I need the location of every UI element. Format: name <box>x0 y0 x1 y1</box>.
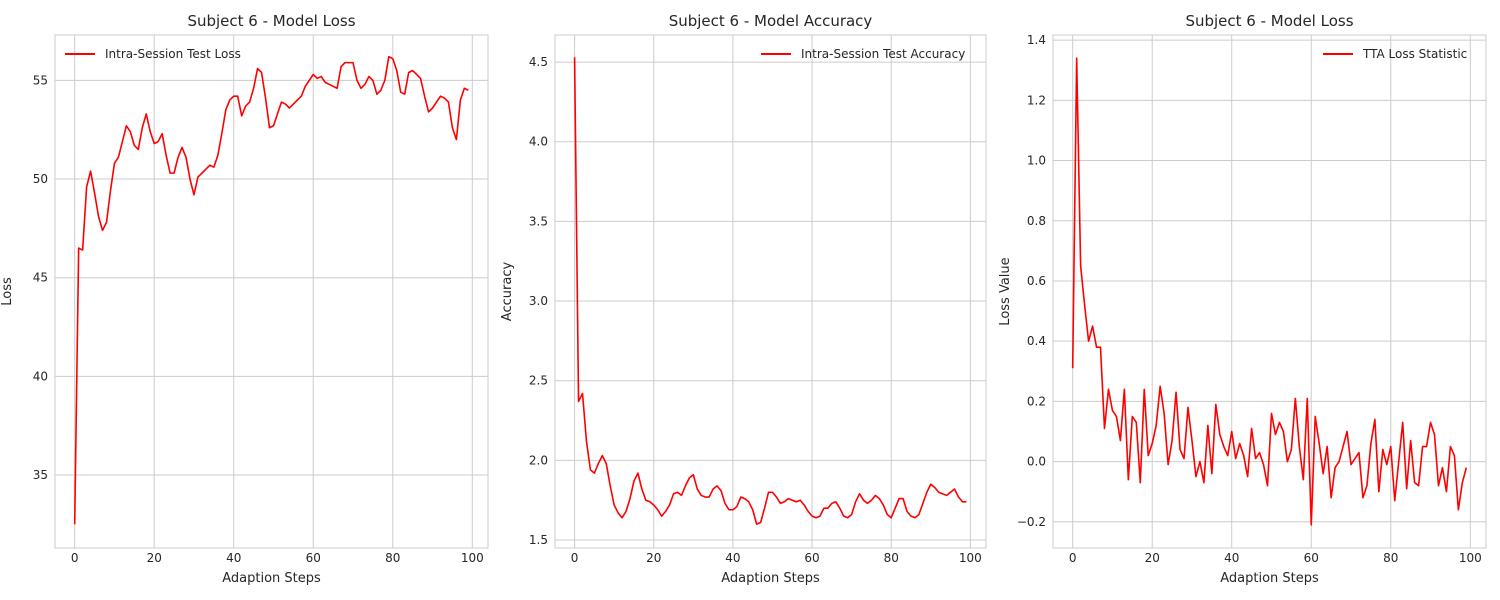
y-tick-label: 3.0 <box>529 294 548 308</box>
x-tick-label: 80 <box>1383 551 1398 565</box>
x-tick-label: 40 <box>1224 551 1239 565</box>
x-tick-label: 40 <box>226 551 241 565</box>
plot-frame <box>1052 34 1487 549</box>
plot-frame <box>554 34 987 549</box>
series-line <box>73 55 469 525</box>
y-tick-label: 1.5 <box>529 533 548 547</box>
x-tick-label: 0 <box>71 551 79 565</box>
x-tick-label: 0 <box>571 551 579 565</box>
y-tick-label: 0.4 <box>1027 334 1046 348</box>
x-axis-label: Adaption Steps <box>721 571 820 586</box>
y-axis-label: Loss Value <box>998 257 1013 325</box>
y-tick-label: 40 <box>33 369 48 383</box>
series-line <box>1071 57 1468 526</box>
y-axis-label: Accuracy <box>500 262 515 322</box>
y-tick-label: 50 <box>33 172 48 186</box>
x-tick-label: 20 <box>1145 551 1160 565</box>
x-tick-label: 80 <box>385 551 400 565</box>
y-tick-label: 1.0 <box>1027 154 1046 168</box>
x-axis-label: Adaption Steps <box>222 571 321 586</box>
y-tick-label: 55 <box>33 73 48 87</box>
y-tick-label: 4.0 <box>529 135 548 149</box>
y-tick-label: 2.0 <box>529 453 548 467</box>
subplot-model-loss: 0 20 40 60 80 100 35 40 45 50 55 Subject 6 - Model … <box>0 12 489 586</box>
x-tick-label: 100 <box>1459 551 1482 565</box>
x-tick-label: 60 <box>804 551 819 565</box>
y-tick-label: 35 <box>33 468 48 482</box>
x-tick-label: 20 <box>646 551 661 565</box>
chart-title: Subject 6 - Model Loss <box>1185 12 1353 30</box>
chart-title: Subject 6 - Model Loss <box>187 12 355 30</box>
y-tick-label: 1.4 <box>1027 33 1046 47</box>
x-axis-label: Adaption Steps <box>1220 571 1319 586</box>
y-tick-label: −0.2 <box>1017 515 1046 529</box>
subplot-tta-loss: 0 20 40 60 80 100 −0.2 0.0 0.2 0.4 0.6 0.8 1.0 1.2 1.4… <box>998 12 1487 586</box>
y-tick-label: 45 <box>33 271 48 285</box>
y-tick-label: 0.0 <box>1027 455 1046 469</box>
chart-title: Subject 6 - Model Accuracy <box>669 12 873 30</box>
x-tick-label: 100 <box>959 551 982 565</box>
x-tick-label: 0 <box>1069 551 1077 565</box>
y-tick-label: 1.2 <box>1027 93 1046 107</box>
x-tick-label: 20 <box>147 551 162 565</box>
legend-label: TTA Loss Statistic <box>1362 47 1467 61</box>
y-tick-label: 0.6 <box>1027 274 1046 288</box>
series-line <box>573 57 967 525</box>
x-tick-label: 60 <box>306 551 321 565</box>
subplot-model-accuracy: 0 20 40 60 80 100 1.5 2.0 2.5 3.0 3.5 4.0 4.5 Subject… <box>500 12 987 586</box>
y-tick-label: 3.5 <box>529 214 548 228</box>
legend-label: Intra-Session Test Accuracy <box>801 47 965 61</box>
y-tick-label: 0.8 <box>1027 214 1046 228</box>
x-tick-label: 80 <box>884 551 899 565</box>
legend-label: Intra-Session Test Loss <box>105 47 241 61</box>
x-tick-label: 40 <box>725 551 740 565</box>
plot-frame <box>54 34 489 549</box>
y-tick-label: 2.5 <box>529 374 548 388</box>
y-tick-label: 0.2 <box>1027 394 1046 408</box>
x-tick-label: 60 <box>1304 551 1319 565</box>
y-tick-label: 4.5 <box>529 55 548 69</box>
x-tick-label: 100 <box>461 551 484 565</box>
y-axis-label: Loss <box>0 277 15 306</box>
